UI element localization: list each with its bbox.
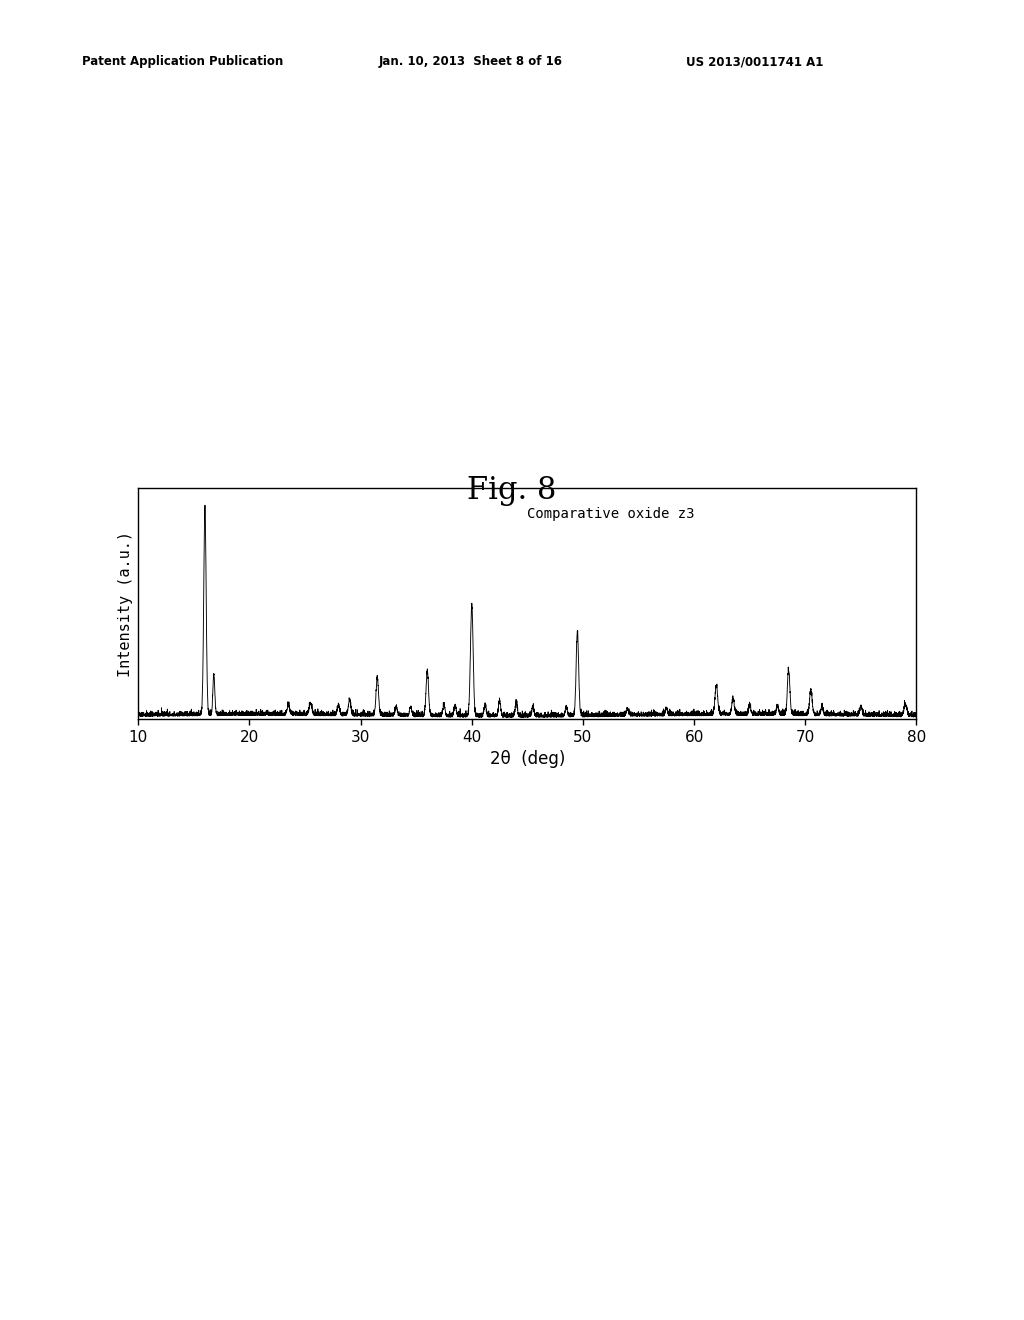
Text: Patent Application Publication: Patent Application Publication xyxy=(82,55,284,69)
Text: Comparative oxide z3: Comparative oxide z3 xyxy=(527,507,695,521)
Text: Fig. 8: Fig. 8 xyxy=(467,475,557,506)
Text: Jan. 10, 2013  Sheet 8 of 16: Jan. 10, 2013 Sheet 8 of 16 xyxy=(379,55,563,69)
Y-axis label: Intensity (a.u.): Intensity (a.u.) xyxy=(118,531,133,677)
Text: US 2013/0011741 A1: US 2013/0011741 A1 xyxy=(686,55,823,69)
X-axis label: 2θ  (deg): 2θ (deg) xyxy=(489,750,565,768)
